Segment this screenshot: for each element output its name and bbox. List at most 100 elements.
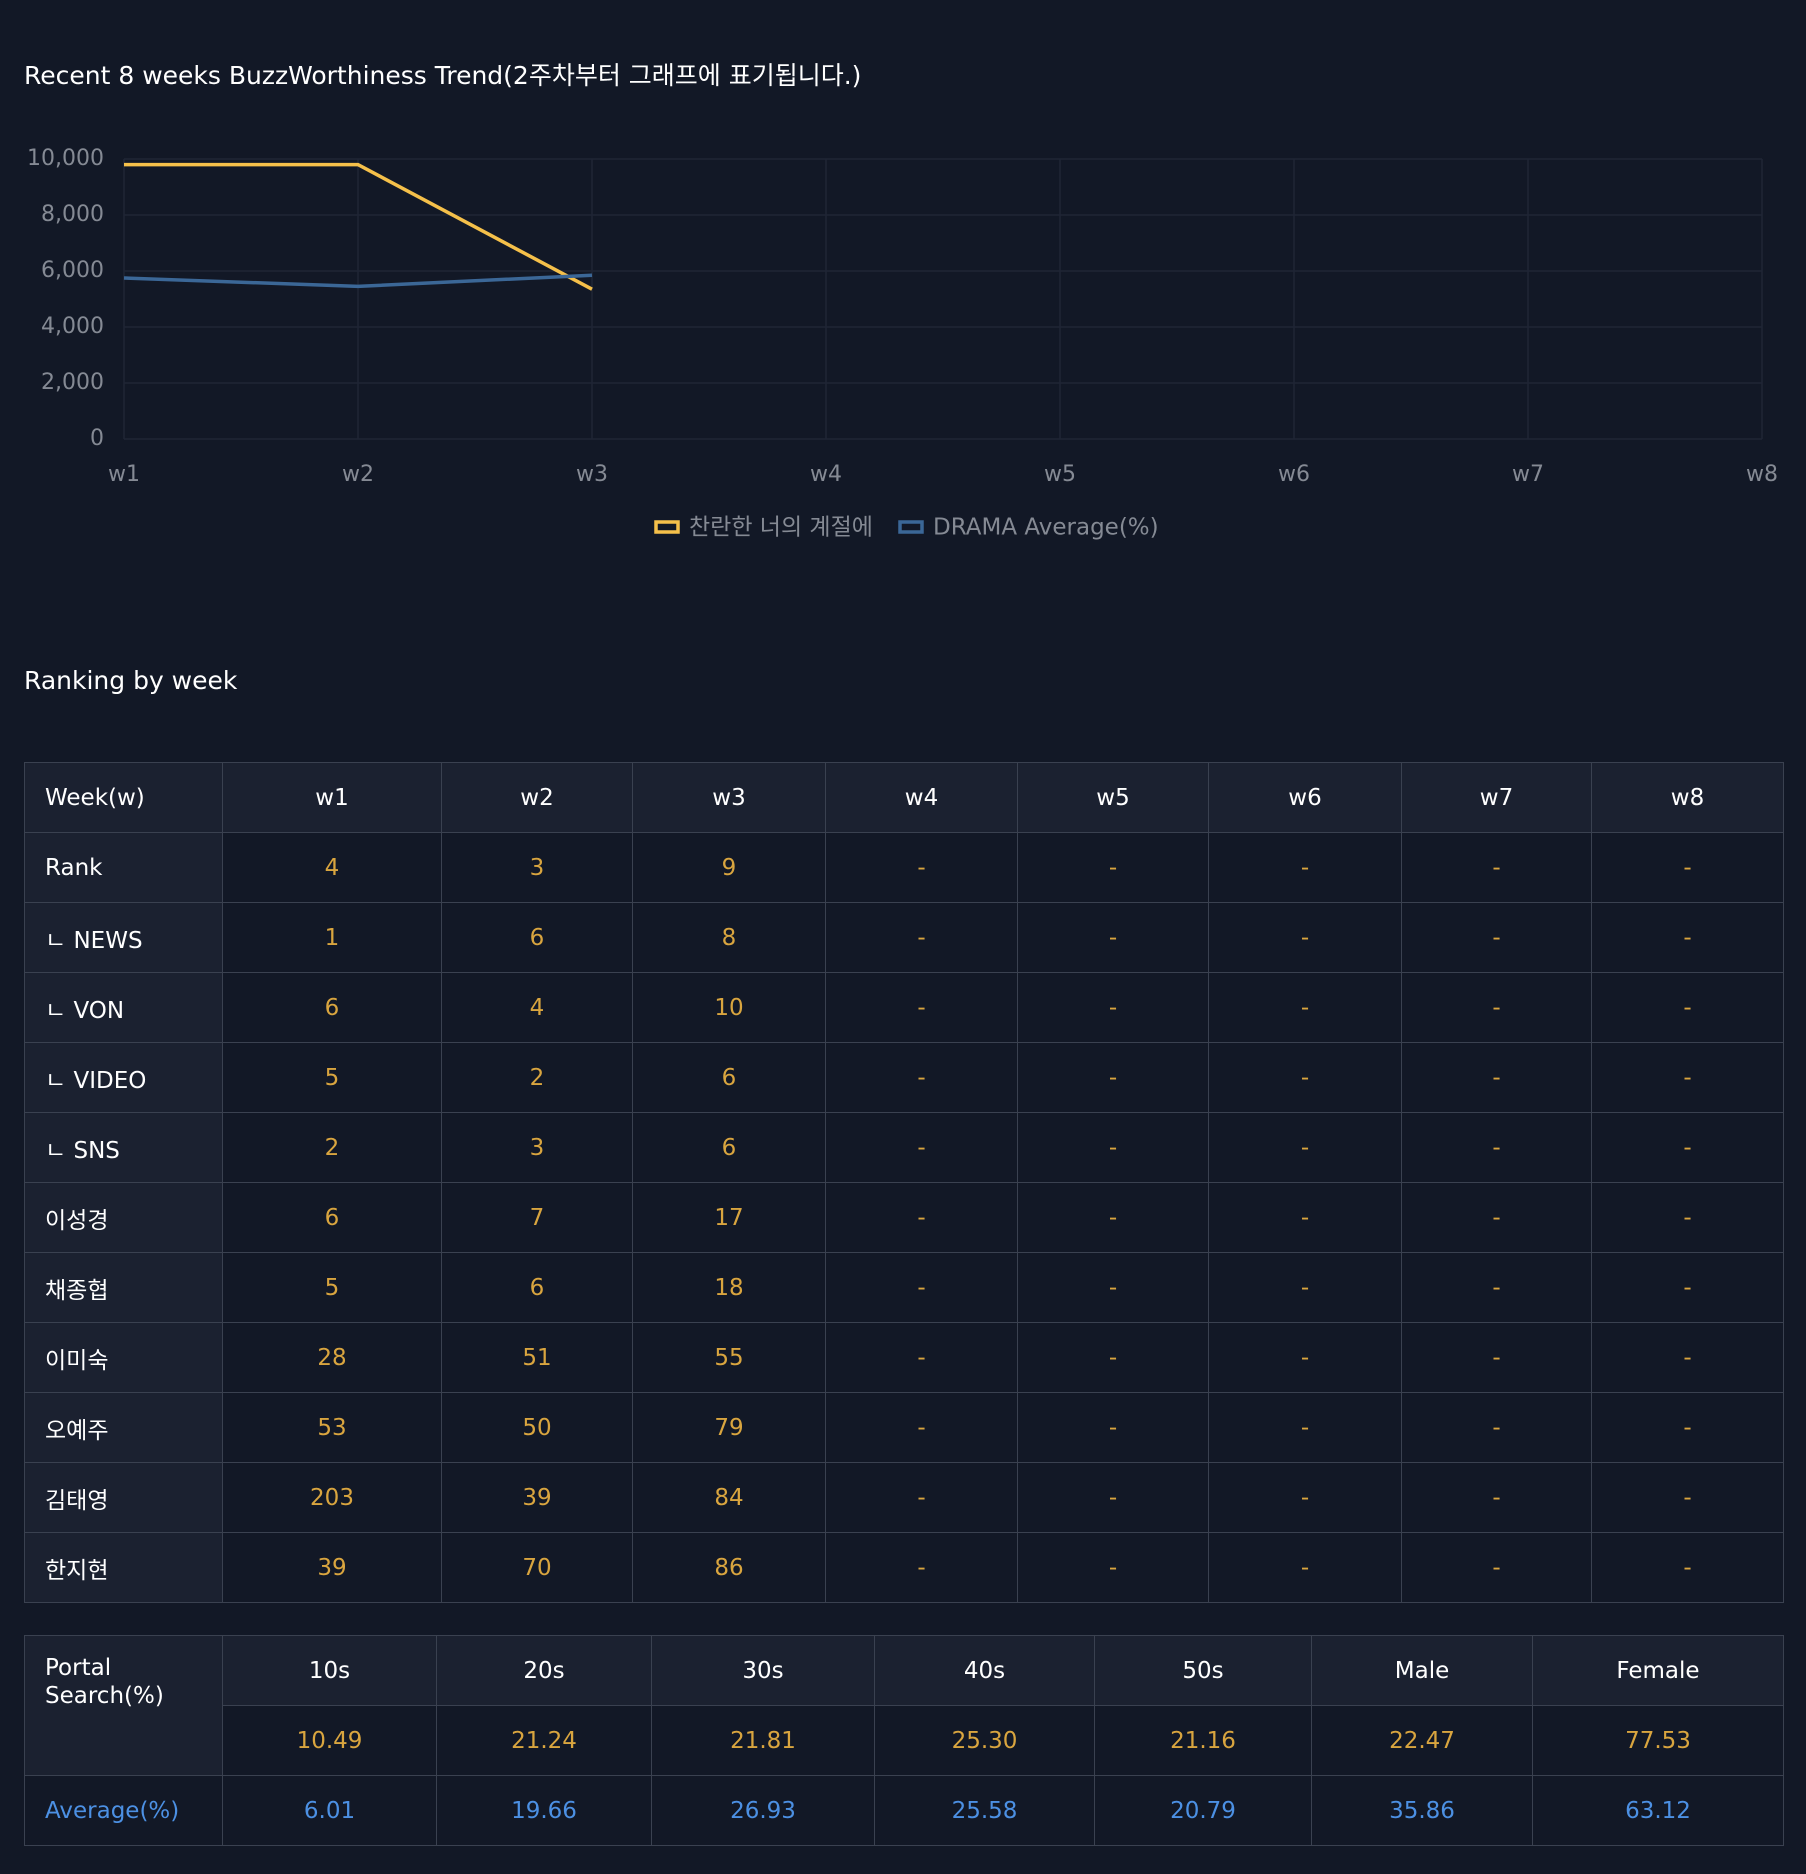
rank-value: 39 <box>441 1462 633 1533</box>
rank-value: - <box>1591 1252 1784 1323</box>
table-row: 한지현 39 70 86- - - - - <box>24 1532 1784 1603</box>
table-row: 이성경 6 7 17- - - - - <box>24 1182 1784 1253</box>
rank-value: - <box>1208 902 1402 973</box>
rank-value: - <box>825 1182 1018 1253</box>
rank-value: 50 <box>441 1392 633 1463</box>
x-tick-label: w8 <box>1746 462 1778 487</box>
y-tick-label: 6,000 <box>41 258 104 283</box>
rank-value: - <box>1401 832 1592 903</box>
rank-value: 18 <box>632 1252 826 1323</box>
row-label: Average(%) <box>24 1775 223 1846</box>
row-label: ㄴ VIDEO <box>24 1042 223 1113</box>
portal-value: 25.30 <box>874 1705 1095 1776</box>
row-label: 오예주 <box>24 1392 223 1463</box>
rank-value: 6 <box>222 1182 442 1253</box>
rank-value: - <box>1591 972 1784 1043</box>
header-cell: Week(w) <box>24 762 223 833</box>
rank-value: - <box>1591 1182 1784 1253</box>
rank-value: 2 <box>222 1112 442 1183</box>
rank-value: 79 <box>632 1392 826 1463</box>
portal-value: 21.24 <box>436 1705 652 1776</box>
average-value: 20.79 <box>1094 1775 1312 1846</box>
rank-value: 9 <box>632 832 826 903</box>
rank-value: 1 <box>222 902 442 973</box>
rank-value: - <box>1208 1112 1402 1183</box>
header-cell: w3 <box>632 762 826 833</box>
rank-value: - <box>1401 1532 1592 1603</box>
rank-value: 6 <box>632 1112 826 1183</box>
table-row: 10.49 21.24 21.81 25.30 21.16 22.47 77.53 <box>25 1705 1784 1776</box>
x-tick-label: w7 <box>1512 462 1544 487</box>
rank-value: - <box>1017 1112 1209 1183</box>
table-row: Portal Search(%) 10s 20s 30s 40s 50s Male Femal… <box>24 1635 1784 1776</box>
table-row: 오예주 53 50 79- - - - - <box>24 1392 1784 1463</box>
rank-value: - <box>1401 1462 1592 1533</box>
row-label: ㄴ SNS <box>24 1112 223 1183</box>
rank-value: 6 <box>441 1252 633 1323</box>
header-cell: Male <box>1311 1635 1533 1706</box>
average-value: 6.01 <box>222 1775 437 1846</box>
x-tick-label: w4 <box>810 462 842 487</box>
x-tick-label: w5 <box>1044 462 1076 487</box>
x-tick-label: w2 <box>342 462 374 487</box>
rank-value: - <box>1401 1392 1592 1463</box>
row-label: ㄴ VON <box>24 972 223 1043</box>
legend-label: 찬란한 너의 계절에 <box>689 515 873 541</box>
header-cell: 10s <box>222 1635 437 1706</box>
rank-value: - <box>1017 972 1209 1043</box>
rank-value: 10 <box>632 972 826 1043</box>
rank-value: - <box>1017 1532 1209 1603</box>
rank-value: - <box>825 1112 1018 1183</box>
header-cell: w8 <box>1591 762 1784 833</box>
table-row: ㄴ NEWS 1 6 8- - - - - <box>24 902 1784 973</box>
table-row: 이미숙 28 51 55- - - - - <box>24 1322 1784 1393</box>
portal-value: 21.81 <box>651 1705 875 1776</box>
rank-value: 28 <box>222 1322 442 1393</box>
table-row: 채종협 5 6 18- - - - - <box>24 1252 1784 1323</box>
rank-value: 6 <box>441 902 633 973</box>
portal-table: Portal Search(%) 10s 20s 30s 40s 50s Male Femal… <box>24 1635 1784 1846</box>
rank-value: - <box>1208 1532 1402 1603</box>
y-tick-label: 0 <box>90 426 104 451</box>
average-value: 25.58 <box>874 1775 1095 1846</box>
rank-value: 17 <box>632 1182 826 1253</box>
rank-value: - <box>1208 1392 1402 1463</box>
header-cell: w2 <box>441 762 633 833</box>
rank-value: - <box>1401 1322 1592 1393</box>
portal-value: 21.16 <box>1094 1705 1312 1776</box>
ranking-title: Ranking by week <box>24 666 238 695</box>
x-tick-label: w1 <box>108 462 140 487</box>
y-tick-label: 2,000 <box>41 370 104 395</box>
rank-value: 7 <box>441 1182 633 1253</box>
rank-value: - <box>1208 832 1402 903</box>
rank-value: 84 <box>632 1462 826 1533</box>
x-tick-label: w6 <box>1278 462 1310 487</box>
header-cell: 20s <box>436 1635 652 1706</box>
rank-value: - <box>1208 1462 1402 1533</box>
rank-value: 51 <box>441 1322 633 1393</box>
chart: 0 2,000 4,000 6,000 8,000 10,000 w1 w2 w3 w4 w5 w6 w… <box>27 146 1778 541</box>
rank-value: - <box>825 1252 1018 1323</box>
rank-value: 8 <box>632 902 826 973</box>
rank-value: 3 <box>441 1112 633 1183</box>
rank-value: - <box>1208 1322 1402 1393</box>
header-cell: w7 <box>1401 762 1592 833</box>
header-cell: w4 <box>825 762 1018 833</box>
rank-value: - <box>1591 1462 1784 1533</box>
rank-value: - <box>1591 902 1784 973</box>
rank-value: - <box>825 1462 1018 1533</box>
portal-value: 22.47 <box>1311 1705 1533 1776</box>
x-tick-label: w3 <box>576 462 608 487</box>
series-line <box>123 273 593 289</box>
rank-value: - <box>825 972 1018 1043</box>
rank-value: - <box>1017 1252 1209 1323</box>
rank-value: - <box>1591 832 1784 903</box>
row-label: 이성경 <box>24 1182 223 1253</box>
legend-swatch <box>898 520 924 534</box>
rank-value: - <box>1591 1042 1784 1113</box>
rank-value: - <box>825 1392 1018 1463</box>
rank-value: 70 <box>441 1532 633 1603</box>
rank-value: - <box>1017 1042 1209 1113</box>
rank-value: - <box>1017 1182 1209 1253</box>
